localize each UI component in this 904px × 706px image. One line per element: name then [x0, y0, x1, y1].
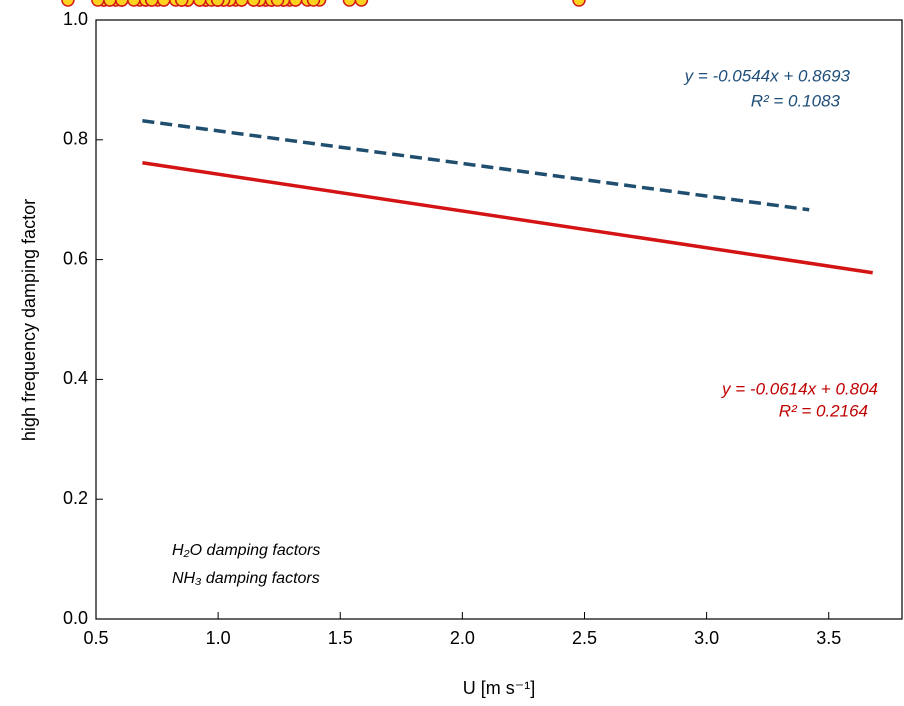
trend-r2: R² = 0.2164 — [779, 401, 868, 420]
nh3-point — [103, 0, 117, 7]
y-tick-label: 0.6 — [63, 248, 88, 268]
nh3-point — [157, 0, 171, 7]
nh3-point — [174, 0, 189, 7]
nh3-point — [306, 0, 321, 7]
nh3-point — [234, 0, 249, 7]
nh3-point — [288, 0, 303, 7]
trend-line — [142, 161, 873, 275]
legend-label: NH₃ damping factors — [172, 570, 320, 587]
trend-line — [142, 119, 810, 212]
plot-frame — [95, 19, 903, 620]
x-tick-label: 3.0 — [694, 628, 719, 648]
x-tick-label: 2.0 — [450, 628, 475, 648]
legend-marker — [572, 0, 586, 7]
nh3-point — [145, 0, 159, 7]
legend-label: H₂O damping factors — [172, 542, 320, 559]
trend-equation: y = -0.0614x + 0.804 — [721, 379, 878, 398]
nh3-point — [354, 0, 369, 7]
x-tick-label: 1.0 — [206, 628, 231, 648]
nh3-point — [270, 0, 285, 7]
nh3-point — [342, 0, 357, 7]
y-tick-label: 0.4 — [63, 368, 88, 388]
nh3-point — [246, 0, 261, 7]
x-tick-label: 1.5 — [328, 628, 353, 648]
y-tick-label: 0.8 — [63, 129, 88, 149]
x-tick-label: 2.5 — [572, 628, 597, 648]
trend-r2: R² = 0.1083 — [751, 91, 841, 110]
nh3-point — [210, 0, 225, 7]
nh3-point — [192, 0, 207, 7]
y-tick-label: 0.2 — [63, 488, 88, 508]
nh3-point — [61, 0, 75, 7]
nh3-point — [127, 0, 141, 7]
y-axis-label: high frequency damping factor — [19, 199, 39, 441]
y-tick-label: 0.0 — [63, 608, 88, 628]
nh3-point — [115, 0, 129, 7]
x-tick-label: 0.5 — [83, 628, 108, 648]
trend-equation: y = -0.0544x + 0.8693 — [684, 66, 851, 85]
y-tick-label: 1.0 — [63, 9, 88, 29]
nh3-point — [91, 0, 105, 7]
x-axis-label: U [m s⁻¹] — [463, 678, 536, 698]
x-tick-label: 3.5 — [816, 628, 841, 648]
